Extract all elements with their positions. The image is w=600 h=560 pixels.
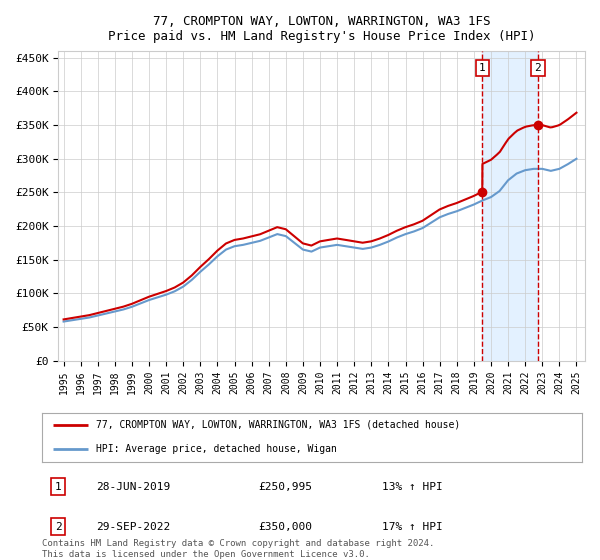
Text: 29-SEP-2022: 29-SEP-2022 <box>96 521 170 531</box>
Text: 13% ↑ HPI: 13% ↑ HPI <box>382 482 443 492</box>
Bar <box>482 51 538 361</box>
Text: 28-JUN-2019: 28-JUN-2019 <box>96 482 170 492</box>
Text: £350,000: £350,000 <box>258 521 312 531</box>
Text: 2: 2 <box>55 521 62 531</box>
Text: 77, CROMPTON WAY, LOWTON, WARRINGTON, WA3 1FS (detached house): 77, CROMPTON WAY, LOWTON, WARRINGTON, WA… <box>96 419 460 430</box>
Text: 1: 1 <box>479 63 485 73</box>
Text: 1: 1 <box>55 482 62 492</box>
Text: 2: 2 <box>535 63 541 73</box>
Text: HPI: Average price, detached house, Wigan: HPI: Average price, detached house, Wiga… <box>96 444 337 454</box>
Text: £250,995: £250,995 <box>258 482 312 492</box>
Text: 17% ↑ HPI: 17% ↑ HPI <box>382 521 443 531</box>
Title: 77, CROMPTON WAY, LOWTON, WARRINGTON, WA3 1FS
Price paid vs. HM Land Registry's : 77, CROMPTON WAY, LOWTON, WARRINGTON, WA… <box>108 15 535 43</box>
Text: Contains HM Land Registry data © Crown copyright and database right 2024.
This d: Contains HM Land Registry data © Crown c… <box>42 539 434 559</box>
